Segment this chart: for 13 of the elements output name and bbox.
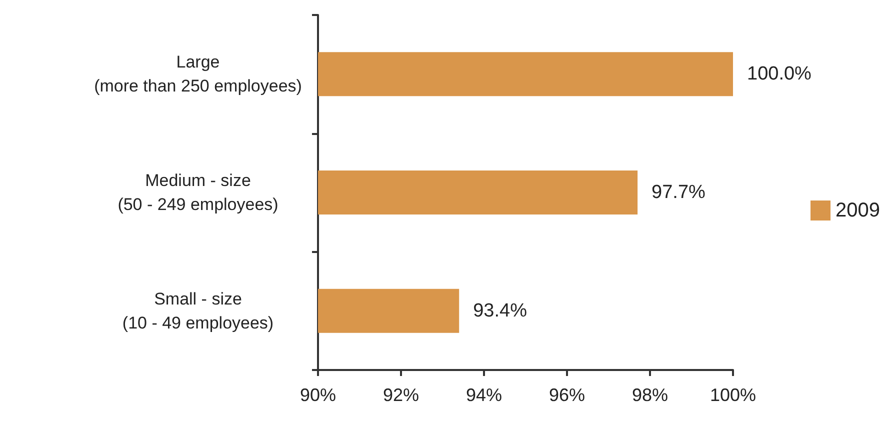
x-tick-label: 98% bbox=[632, 385, 668, 405]
x-tick-label: 100% bbox=[710, 385, 756, 405]
data-label: 97.7% bbox=[652, 182, 706, 203]
y-tick-label: Large (more than 250 employees) bbox=[94, 52, 302, 96]
y-tick-label: Medium - size (50 - 249 employees) bbox=[118, 171, 278, 214]
x-tick-label: 90% bbox=[300, 385, 336, 405]
legend-label: 2009 bbox=[836, 200, 880, 222]
x-tick-label: 94% bbox=[466, 385, 502, 405]
data-label: 100.0% bbox=[747, 64, 812, 85]
x-tick-label: 96% bbox=[548, 385, 586, 405]
data-label: 93.4% bbox=[473, 300, 528, 322]
y-tick-label: Small - size (10 - 49 employees) bbox=[122, 289, 274, 332]
x-tick-label: 92% bbox=[382, 385, 420, 405]
